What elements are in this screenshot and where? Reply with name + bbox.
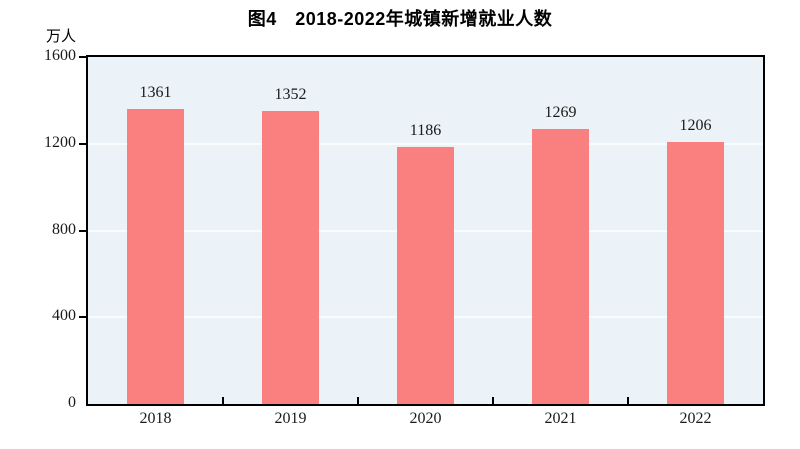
x-category-label-2018: 2018 — [139, 410, 172, 427]
y-tick-mark-400 — [79, 316, 88, 319]
bar-2022 — [667, 142, 724, 404]
bar-2018 — [127, 108, 184, 404]
y-tick-label-400: 400 — [52, 307, 76, 325]
x-category-label-2019: 2019 — [274, 410, 307, 427]
y-tick-label-1600: 1600 — [44, 47, 76, 64]
x-category-label-2021: 2021 — [544, 410, 577, 427]
gridline-1200 — [88, 142, 763, 145]
y-tick-label-0: 0 — [68, 394, 76, 411]
bar-2019 — [262, 110, 319, 404]
y-tick-mark-1200 — [79, 142, 88, 145]
plot-area: 0 400 800 1200 1600 1361 2018 1352 2019 1186 2020 1… — [44, 47, 765, 427]
y-axis-unit-label: 万人 — [45, 28, 76, 45]
y-tick-mark-800 — [79, 229, 88, 232]
x-boundary-tick-3 — [492, 397, 494, 404]
x-category-label-2020: 2020 — [409, 410, 442, 427]
x-boundary-tick-2 — [357, 397, 359, 404]
y-tick-mark-1600 — [79, 56, 88, 58]
bar-value-2018: 1361 — [139, 83, 172, 101]
x-boundary-tick-4 — [627, 397, 629, 404]
y-tick-label-1200: 1200 — [44, 133, 76, 151]
bar-value-2022: 1206 — [679, 117, 712, 135]
bar-value-2021: 1269 — [544, 103, 577, 121]
bar-2021 — [532, 128, 589, 404]
bar-2020 — [397, 146, 454, 404]
bar-value-2020: 1186 — [409, 121, 442, 139]
chart-title: 图4 2018-2022年城镇新增就业人数 — [247, 9, 553, 29]
x-boundary-tick-1 — [222, 397, 224, 404]
y-tick-label-800: 800 — [52, 220, 76, 238]
x-category-label-2022: 2022 — [679, 410, 712, 427]
bar-value-2019: 1352 — [274, 85, 307, 103]
